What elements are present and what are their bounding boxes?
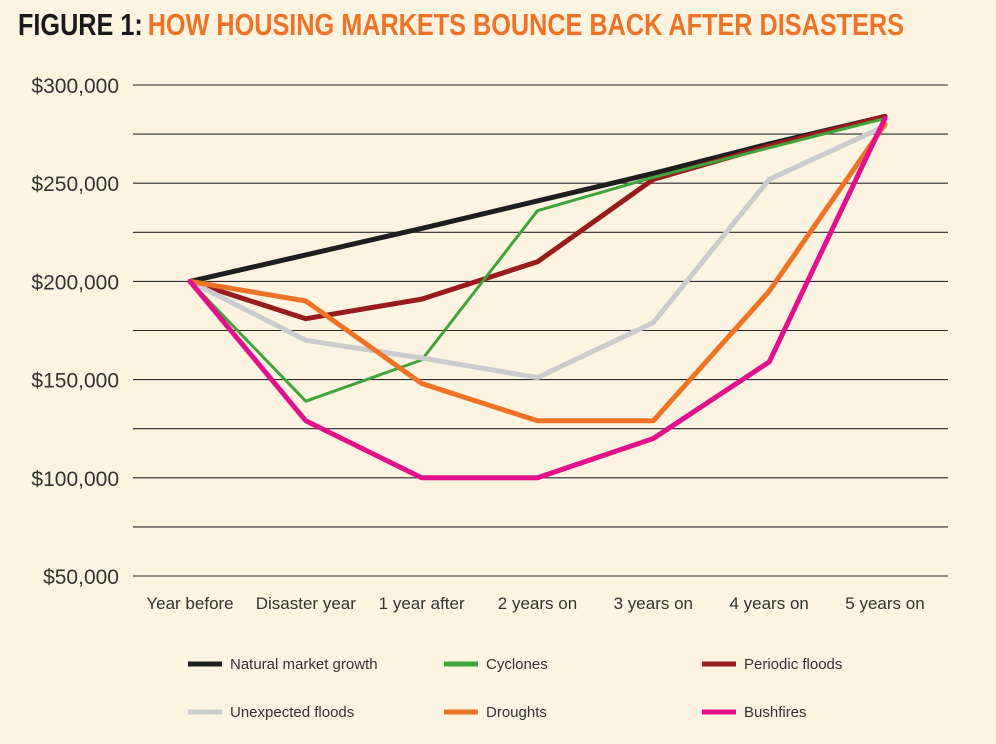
figure-label: FIGURE 1:: [18, 7, 143, 42]
series-line-periodic-floods: [187, 113, 888, 322]
legend-label-bushfires: Bushfires: [744, 704, 807, 721]
chart-title: FIGURE 1:HOW HOUSING MARKETS BOUNCE BACK…: [18, 7, 904, 42]
x-tick-label: 4 years on: [729, 594, 808, 613]
gridlines: [133, 84, 948, 577]
x-tick-label: 5 years on: [845, 594, 924, 613]
series-lines: [187, 113, 888, 481]
y-tick-label: $50,000: [43, 566, 119, 589]
x-tick-label: Year before: [146, 594, 233, 613]
legend-label-cyclones: Cyclones: [486, 656, 548, 673]
x-tick-label: 3 years on: [614, 594, 693, 613]
legend-label-periodic-floods: Periodic floods: [744, 656, 842, 673]
legend-label-droughts: Droughts: [486, 704, 547, 721]
y-tick-label: $150,000: [31, 370, 119, 393]
x-axis-tick-labels: Year before Disaster year 1 year after 2 ye…: [146, 594, 924, 613]
legend-label-natural-market-growth: Natural market growth: [230, 656, 378, 673]
y-tick-label: $200,000: [31, 271, 119, 294]
chart-title-text: HOW HOUSING MARKETS BOUNCE BACK AFTER DI…: [148, 7, 904, 42]
y-tick-label: $250,000: [31, 173, 119, 196]
legend-label-unexpected-floods: Unexpected floods: [230, 704, 354, 721]
x-tick-label: Disaster year: [256, 594, 356, 613]
x-tick-label: 1 year after: [379, 594, 465, 613]
y-tick-label: $100,000: [31, 468, 119, 491]
y-axis-tick-labels: $50,000 $100,000 $150,000 $200,000 $250,000 $…: [31, 75, 119, 589]
legend: Natural market growth Cyclones Periodic fl…: [188, 656, 842, 721]
x-tick-label: 2 years on: [498, 594, 577, 613]
y-tick-label: $300,000: [31, 75, 119, 98]
